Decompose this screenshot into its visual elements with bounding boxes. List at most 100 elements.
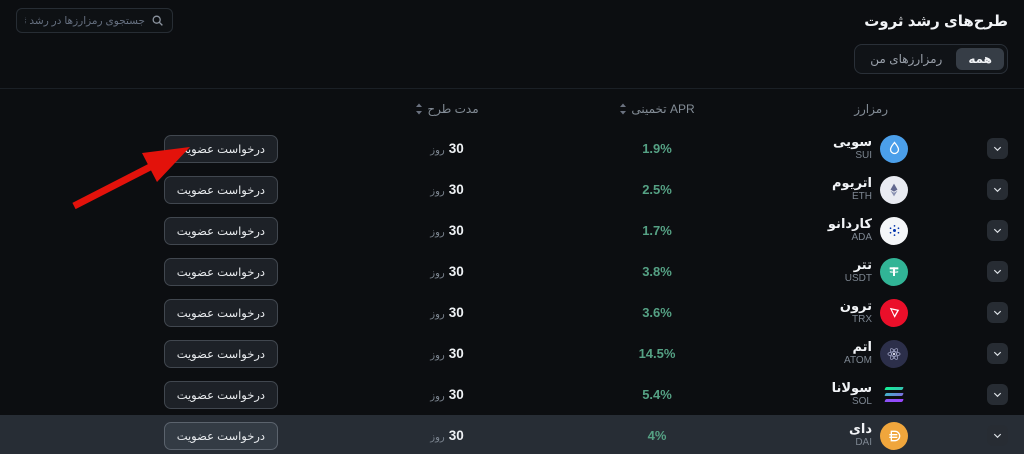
apr-value: 4% bbox=[647, 428, 667, 443]
asset-name: سولانا bbox=[831, 380, 872, 396]
asset-name: اتریوم bbox=[832, 175, 872, 191]
search-icon bbox=[151, 14, 164, 27]
asset-cell: اتریوم ETH bbox=[832, 175, 908, 204]
table-row-ada[interactable]: کاردانو ADA 1.7% 30 روز درخواست عضویت bbox=[0, 210, 1024, 251]
chevron-down-icon bbox=[992, 348, 1003, 359]
cosmos-icon bbox=[880, 339, 908, 368]
expand-row-button[interactable] bbox=[987, 425, 1008, 446]
filter-tabs: همه رمزارزهای من bbox=[854, 44, 1008, 74]
column-header-duration[interactable]: مدت طرح bbox=[415, 102, 479, 116]
chevron-down-icon bbox=[992, 307, 1003, 318]
asset-symbol: ADA bbox=[851, 232, 872, 244]
duration-unit: روز bbox=[430, 145, 445, 156]
asset-symbol: USDT bbox=[844, 273, 872, 285]
duration-unit: روز bbox=[430, 350, 445, 361]
sort-icon bbox=[619, 103, 627, 115]
request-membership-button[interactable]: درخواست عضویت bbox=[163, 134, 278, 163]
duration-value: 30 bbox=[448, 223, 464, 238]
asset-name: اتم bbox=[852, 339, 872, 355]
apr-value: 2.5% bbox=[642, 182, 672, 197]
cardano-icon bbox=[880, 216, 908, 245]
page-header: طرح‌های رشد ثروت همه رمزارزهای من bbox=[0, 0, 1024, 89]
chevron-down-icon bbox=[992, 143, 1003, 154]
duration-cell: 30 روز bbox=[430, 182, 464, 197]
page-title: طرح‌های رشد ثروت bbox=[864, 13, 1008, 30]
expand-row-button[interactable] bbox=[987, 220, 1008, 241]
asset-name: ترون bbox=[839, 298, 872, 314]
expand-row-button[interactable] bbox=[987, 179, 1008, 200]
plans-table: سویی SUI 1.9% 30 روز درخواست عضویت bbox=[0, 128, 1024, 454]
apr-value: 1.9% bbox=[642, 141, 672, 156]
duration-cell: 30 روز bbox=[430, 223, 464, 238]
search-input[interactable] bbox=[25, 14, 145, 27]
request-membership-button[interactable]: درخواست عضویت bbox=[163, 216, 278, 245]
asset-symbol: SUI bbox=[855, 150, 872, 162]
search-box[interactable] bbox=[16, 8, 173, 33]
apr-value: 1.7% bbox=[642, 223, 672, 238]
asset-name: کاردانو bbox=[827, 216, 872, 232]
expand-row-button[interactable] bbox=[987, 302, 1008, 323]
duration-unit: روز bbox=[430, 227, 445, 238]
asset-name: سویی bbox=[833, 134, 872, 150]
asset-symbol: ATOM bbox=[844, 355, 872, 367]
column-header-apr[interactable]: APR تخمینی bbox=[619, 102, 695, 116]
chevron-down-icon bbox=[992, 389, 1003, 400]
chevron-down-icon bbox=[992, 225, 1003, 236]
request-membership-button[interactable]: درخواست عضویت bbox=[163, 175, 278, 204]
table-row-usdt[interactable]: تتر USDT 3.8% 30 روز درخواست عضویت bbox=[0, 251, 1024, 292]
asset-cell: دای DAI bbox=[849, 421, 908, 450]
tab-all[interactable]: همه bbox=[956, 48, 1004, 70]
expand-row-button[interactable] bbox=[987, 384, 1008, 405]
asset-cell: تتر USDT bbox=[845, 257, 908, 286]
duration-value: 30 bbox=[448, 387, 464, 402]
request-membership-button[interactable]: درخواست عضویت bbox=[163, 380, 278, 409]
apr-value: 3.6% bbox=[642, 305, 672, 320]
column-header-asset: رمزارز bbox=[854, 101, 888, 116]
asset-name: تتر bbox=[853, 257, 872, 273]
table-row-sol[interactable]: سولانا SOL 5.4% 30 روز درخواست عضویت bbox=[0, 374, 1024, 415]
apr-value: 14.5% bbox=[638, 346, 676, 361]
table-row-trx[interactable]: ترون TRX 3.6% 30 روز درخواست عضویت bbox=[0, 292, 1024, 333]
asset-symbol: ETH bbox=[852, 191, 872, 203]
asset-name: دای bbox=[848, 421, 872, 437]
duration-value: 30 bbox=[448, 182, 464, 197]
expand-row-button[interactable] bbox=[987, 138, 1008, 159]
asset-cell: سویی SUI bbox=[833, 134, 908, 163]
asset-symbol: DAI bbox=[855, 437, 872, 449]
duration-value: 30 bbox=[448, 141, 464, 156]
duration-value: 30 bbox=[448, 264, 464, 279]
asset-cell: اتم ATOM bbox=[844, 339, 908, 368]
duration-cell: 30 روز bbox=[430, 346, 464, 361]
request-membership-button[interactable]: درخواست عضویت bbox=[163, 421, 278, 450]
solana-icon bbox=[880, 381, 908, 409]
table-row-eth[interactable]: اتریوم ETH 2.5% 30 روز درخواست عضویت bbox=[0, 169, 1024, 210]
request-membership-button[interactable]: درخواست عضویت bbox=[163, 298, 278, 327]
duration-cell: 30 روز bbox=[430, 387, 464, 402]
sort-icon bbox=[415, 103, 423, 115]
duration-value: 30 bbox=[448, 346, 464, 361]
asset-symbol: SOL bbox=[851, 396, 872, 408]
chevron-down-icon bbox=[992, 184, 1003, 195]
table-row-sui[interactable]: سویی SUI 1.9% 30 روز درخواست عضویت bbox=[0, 128, 1024, 169]
duration-unit: روز bbox=[430, 432, 445, 443]
sui-icon bbox=[880, 134, 908, 163]
duration-cell: 30 روز bbox=[430, 141, 464, 156]
apr-value: 5.4% bbox=[642, 387, 672, 402]
duration-cell: 30 روز bbox=[430, 264, 464, 279]
expand-row-button[interactable] bbox=[987, 261, 1008, 282]
dai-icon bbox=[880, 421, 908, 450]
duration-unit: روز bbox=[430, 268, 445, 279]
expand-row-button[interactable] bbox=[987, 343, 1008, 364]
chevron-down-icon bbox=[992, 430, 1003, 441]
apr-value: 3.8% bbox=[642, 264, 672, 279]
duration-value: 30 bbox=[448, 428, 464, 443]
asset-cell: ترون TRX bbox=[840, 298, 908, 327]
ethereum-icon bbox=[880, 175, 908, 204]
duration-unit: روز bbox=[430, 186, 445, 197]
request-membership-button[interactable]: درخواست عضویت bbox=[163, 257, 278, 286]
tab-my-cryptos[interactable]: رمزارزهای من bbox=[870, 52, 943, 66]
request-membership-button[interactable]: درخواست عضویت bbox=[163, 339, 278, 368]
table-row-dai[interactable]: دای DAI 4% 30 روز درخواست عضویت bbox=[0, 415, 1024, 454]
table-row-atom[interactable]: اتم ATOM 14.5% 30 روز درخواست عضویت bbox=[0, 333, 1024, 374]
